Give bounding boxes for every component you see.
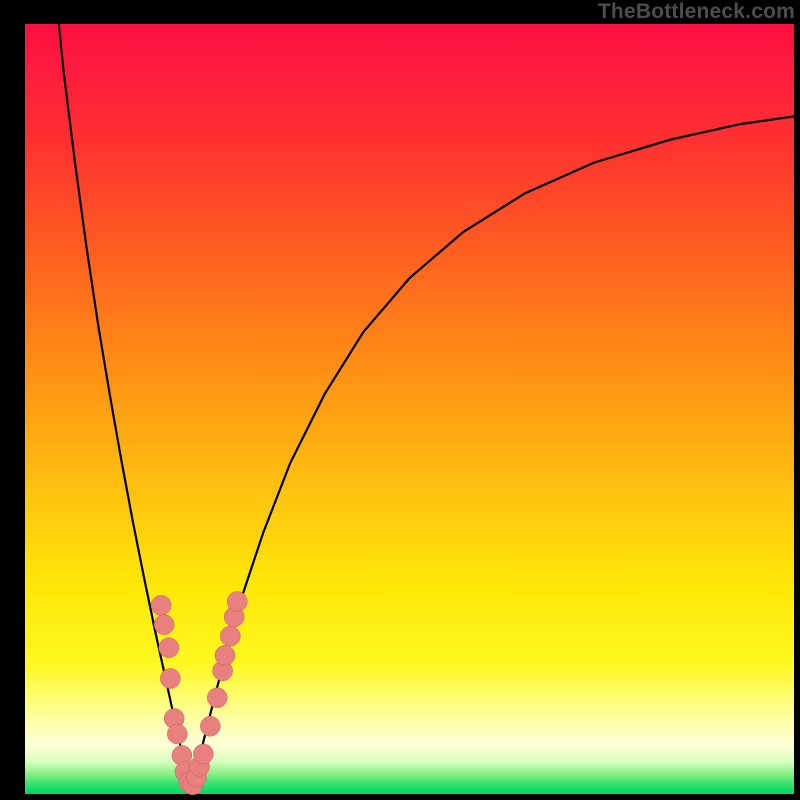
data-point-marker — [227, 592, 247, 612]
data-point-marker — [154, 615, 174, 635]
data-point-marker — [207, 688, 227, 708]
data-point-marker — [167, 724, 187, 744]
bottleneck-curve-right-branch — [190, 116, 794, 790]
data-point-marker — [220, 626, 240, 646]
data-point-marker — [151, 595, 171, 615]
data-point-marker — [160, 669, 180, 689]
chart-plot-layer — [25, 24, 794, 794]
data-point-marker — [159, 638, 179, 658]
data-point-marker — [200, 716, 220, 736]
watermark-text: TheBottleneck.com — [598, 0, 795, 24]
bottleneck-data-points — [151, 592, 247, 795]
data-point-marker — [215, 645, 235, 665]
data-point-marker — [193, 744, 213, 764]
bottleneck-chart — [25, 24, 794, 794]
